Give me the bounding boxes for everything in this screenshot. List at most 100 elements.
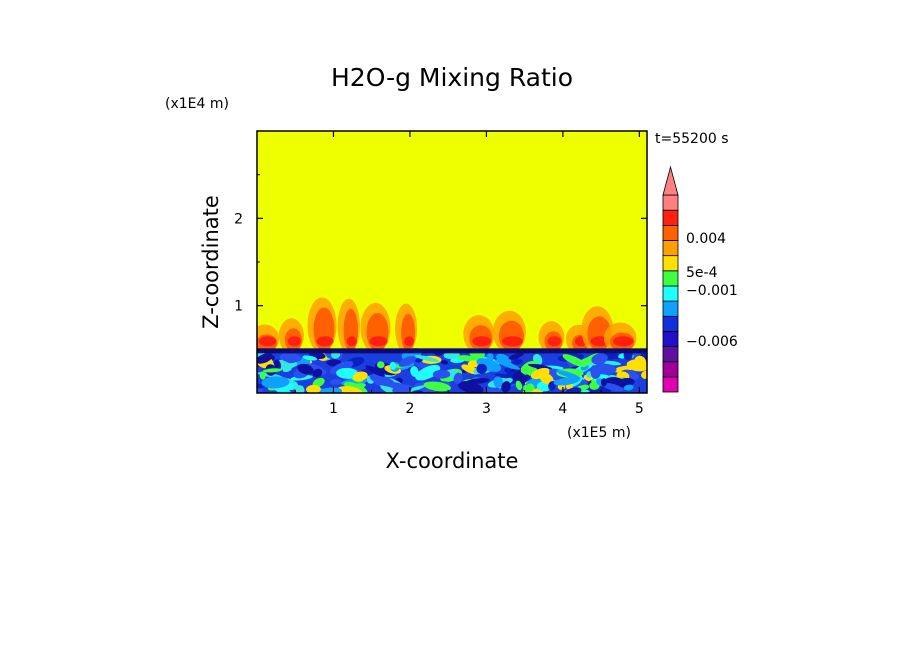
boundary-eddy <box>306 384 321 393</box>
boundary-eddy <box>623 384 634 391</box>
colorbar-label: −0.001 <box>686 283 738 299</box>
boundary-eddy <box>386 382 405 389</box>
boundary-eddy <box>377 361 385 369</box>
boundary-eddy <box>493 376 504 388</box>
plume <box>337 298 360 354</box>
boundary-eddy <box>508 352 524 360</box>
boundary-eddy <box>512 372 527 384</box>
chart-title: H2O-g Mixing Ratio <box>331 63 573 92</box>
boundary-eddy <box>257 353 273 364</box>
boundary-eddy <box>600 378 607 387</box>
colorbar-bin <box>662 240 679 257</box>
boundary-eddy <box>494 359 521 370</box>
plume <box>278 318 304 354</box>
colorbar-bin <box>662 224 679 241</box>
boundary-eddy <box>556 370 581 380</box>
plume-core <box>612 336 634 347</box>
x-tick-label: 1 <box>329 401 338 417</box>
colorbar-bin <box>662 361 679 378</box>
plume-core <box>404 336 415 347</box>
boundary-eddy <box>302 355 318 361</box>
boundary-eddy <box>312 368 323 378</box>
plume-core <box>316 336 334 347</box>
boundary-eddy <box>273 359 282 370</box>
boundary-eddy <box>336 367 359 379</box>
colorbar: 0.004 5e-4 −0.001 −0.006 <box>662 165 738 393</box>
boundary-eddy <box>634 355 646 367</box>
boundary-eddy <box>501 381 511 393</box>
colorbar-bin <box>662 330 679 347</box>
x-tick-label: 3 <box>482 401 491 417</box>
plume <box>492 310 526 354</box>
plume <box>360 302 391 354</box>
x-tick-label: 5 <box>635 401 644 417</box>
boundary-eddy <box>601 382 624 392</box>
boundary-eddy <box>593 363 617 375</box>
boundary-eddy <box>553 377 580 386</box>
plume <box>395 303 418 354</box>
plume-core <box>472 336 492 347</box>
y-axis-label: Z-coordinate <box>199 195 223 329</box>
boundary-eddy <box>365 365 385 377</box>
y-tick-label: 2 <box>234 211 243 227</box>
x-tick-label: 2 <box>405 401 414 417</box>
plume <box>603 322 637 354</box>
colorbar-bin <box>662 194 679 211</box>
boundary-eddy <box>297 363 314 375</box>
colorbar-label: 0.004 <box>686 231 726 247</box>
boundary-eddy <box>465 378 490 385</box>
plume-core <box>501 336 523 347</box>
boundary-eddy <box>337 386 364 393</box>
y-axis: 12 <box>234 174 647 350</box>
boundary-eddy <box>539 373 554 385</box>
boundary-eddy <box>432 369 451 379</box>
boundary-eddy <box>511 359 523 365</box>
boundary-eddy <box>504 367 512 374</box>
plume <box>538 321 565 354</box>
colorbar-bin <box>662 315 679 332</box>
y-unit-label: (x1E4 m) <box>165 96 229 112</box>
boundary-eddy <box>520 386 545 393</box>
x-tick-label: 4 <box>558 401 567 417</box>
boundary-eddy <box>441 360 449 365</box>
plume-mid <box>498 320 524 352</box>
boundary-layer <box>257 347 647 393</box>
boundary-eddy <box>423 381 451 392</box>
boundary-eddy <box>261 376 290 389</box>
colorbar-bin <box>662 285 679 302</box>
plume <box>257 324 280 354</box>
plume <box>463 315 495 354</box>
boundary-eddy <box>398 356 416 367</box>
plume-core <box>369 336 388 347</box>
boundary-eddy <box>415 364 441 381</box>
colorbar-bin <box>662 300 679 317</box>
plume-layer <box>257 297 637 354</box>
colorbar-label: −0.006 <box>686 334 738 350</box>
time-label: t=55200 s <box>655 131 729 147</box>
colorbar-bin <box>662 209 679 226</box>
boundary-eddy <box>591 353 608 365</box>
mixing-ratio-field <box>257 131 647 393</box>
boundary-eddy <box>641 370 647 379</box>
boundary-eddy <box>329 379 343 385</box>
boundary-eddy <box>312 377 325 388</box>
boundary-eddy <box>282 351 298 364</box>
x-axis: 1 2 3 4 5 <box>294 131 644 417</box>
plume-core <box>547 336 562 347</box>
boundary-eddy <box>453 372 463 384</box>
boundary-eddy <box>329 360 354 375</box>
boundary-eddy <box>457 381 484 393</box>
boundary-eddy <box>262 368 282 373</box>
boundary-eddy <box>389 361 397 370</box>
boundary-eddy <box>562 354 587 368</box>
plume-core <box>287 336 301 347</box>
boundary-eddy <box>476 363 487 375</box>
colorbar-bin <box>662 376 679 393</box>
x-unit-label: (x1E5 m) <box>567 425 631 441</box>
boundary-eddy <box>515 380 523 391</box>
x-axis-label: X-coordinate <box>386 449 519 473</box>
colorbar-bin <box>662 270 679 287</box>
boundary-eddy <box>259 371 266 380</box>
y-tick-label: 1 <box>234 299 243 315</box>
